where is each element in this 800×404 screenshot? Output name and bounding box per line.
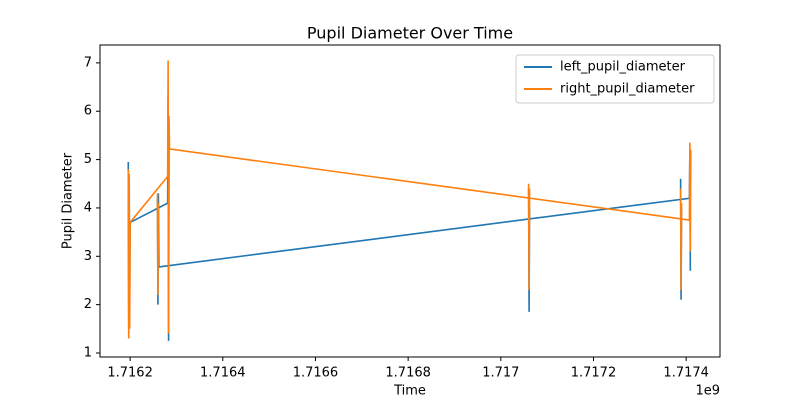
x-tick-label: 1.7164 (200, 366, 246, 381)
y-axis-label: Pupil Diameter (61, 152, 76, 249)
x-tick-label: 1.717 (482, 366, 519, 381)
y-tick-label: 7 (84, 55, 92, 70)
y-tick-label: 1 (84, 345, 92, 360)
x-tick-label: 1.7172 (571, 366, 617, 381)
chart-title: Pupil Diameter Over Time (307, 24, 513, 43)
x-tick-label: 1.7174 (663, 366, 709, 381)
y-tick-label: 6 (84, 104, 92, 119)
y-tick-label: 5 (84, 152, 92, 167)
y-tick-label: 3 (84, 249, 92, 264)
x-tick-label: 1.7166 (293, 366, 339, 381)
x-offset-label: 1e9 (695, 384, 720, 399)
series-line (127, 60, 692, 339)
y-tick-label: 4 (84, 200, 92, 215)
legend-label: right_pupil_diameter (560, 82, 695, 97)
y-tick-label: 2 (84, 297, 92, 312)
legend-box (515, 54, 715, 104)
x-tick-label: 1.7162 (107, 366, 153, 381)
plot-frame (99, 44, 721, 358)
series-line (127, 96, 692, 341)
x-tick-label: 1.7168 (385, 366, 431, 381)
legend-label: left_pupil_diameter (560, 60, 686, 75)
x-axis-label: Time (393, 384, 426, 399)
